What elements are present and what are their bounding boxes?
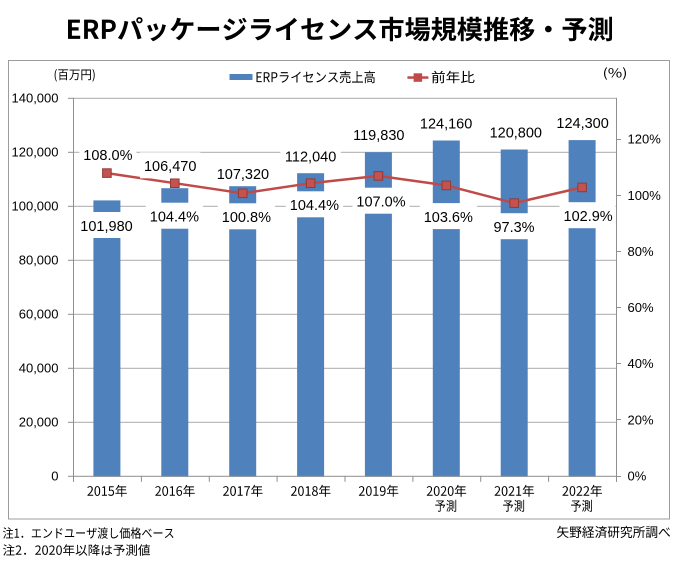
svg-text:20%: 20% bbox=[628, 412, 654, 427]
svg-text:124,300: 124,300 bbox=[556, 116, 608, 132]
svg-text:106,470: 106,470 bbox=[144, 159, 196, 175]
svg-text:103.6%: 103.6% bbox=[424, 210, 473, 226]
svg-text:100,000: 100,000 bbox=[12, 199, 59, 214]
svg-text:101,980: 101,980 bbox=[80, 219, 132, 235]
svg-text:102.9%: 102.9% bbox=[564, 209, 613, 225]
svg-text:20,000: 20,000 bbox=[19, 415, 59, 430]
svg-text:100%: 100% bbox=[628, 188, 662, 203]
svg-text:60%: 60% bbox=[628, 300, 654, 315]
svg-text:108.0%: 108.0% bbox=[83, 148, 132, 164]
svg-text:112,040: 112,040 bbox=[285, 150, 336, 166]
svg-text:80,000: 80,000 bbox=[19, 253, 59, 268]
svg-text:124,160: 124,160 bbox=[420, 117, 472, 133]
svg-text:120,000: 120,000 bbox=[12, 145, 59, 160]
svg-text:97.3%: 97.3% bbox=[493, 220, 534, 236]
svg-text:80%: 80% bbox=[628, 244, 654, 259]
svg-text:140,000: 140,000 bbox=[12, 91, 59, 106]
svg-text:107.0%: 107.0% bbox=[356, 195, 405, 211]
svg-text:40,000: 40,000 bbox=[19, 361, 59, 376]
svg-text:107,320: 107,320 bbox=[217, 167, 269, 183]
svg-text:104.4%: 104.4% bbox=[290, 198, 339, 214]
svg-text:120%: 120% bbox=[628, 132, 662, 147]
svg-text:119,830: 119,830 bbox=[353, 128, 404, 144]
svg-text:104.4%: 104.4% bbox=[150, 210, 199, 226]
svg-text:40%: 40% bbox=[628, 356, 654, 371]
svg-text:100.8%: 100.8% bbox=[222, 210, 271, 226]
svg-text:0: 0 bbox=[51, 469, 58, 484]
svg-text:60,000: 60,000 bbox=[19, 307, 59, 322]
svg-text:0%: 0% bbox=[628, 469, 647, 484]
svg-text:120,800: 120,800 bbox=[490, 125, 542, 141]
